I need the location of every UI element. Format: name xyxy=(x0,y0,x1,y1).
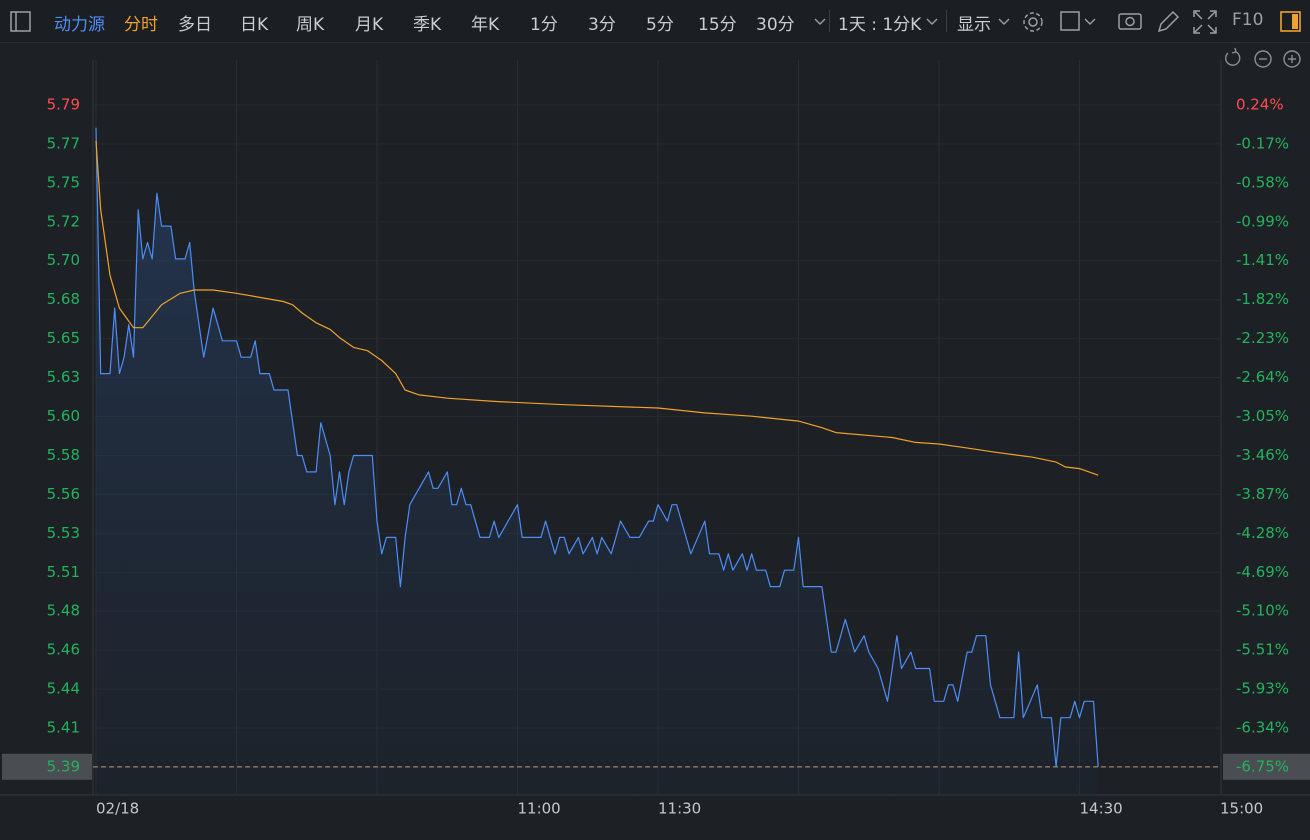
y2-tick-label: -6.75% xyxy=(1236,757,1289,775)
y2-tick-label: -4.69% xyxy=(1236,563,1289,581)
y-tick-label: 5.60 xyxy=(47,407,80,425)
screenshot-icon[interactable] xyxy=(1115,0,1145,42)
y2-tick-label: -0.58% xyxy=(1236,173,1289,191)
stock-name[interactable]: 动力源 xyxy=(54,15,105,35)
y2-tick-label: -5.93% xyxy=(1236,680,1289,698)
zoom-controls[interactable] xyxy=(1225,47,1301,68)
y-tick-label: 5.68 xyxy=(47,290,80,308)
last-pct-box xyxy=(1223,753,1310,780)
y2-tick-label: -5.10% xyxy=(1236,602,1289,620)
zoom-out-icon[interactable] xyxy=(1254,50,1272,68)
x-tick-label: 11:30 xyxy=(658,800,701,818)
price-line xyxy=(95,127,1099,768)
reset-icon[interactable] xyxy=(1225,47,1241,66)
y-tick-label: 5.72 xyxy=(47,212,80,230)
x-tick-label: 11:00 xyxy=(518,800,561,818)
y-tick-label: 5.39 xyxy=(47,757,80,775)
period-tab[interactable]: 年K xyxy=(471,15,500,35)
last-price-box xyxy=(2,753,92,780)
more-periods[interactable] xyxy=(810,0,830,42)
settings-icon[interactable] xyxy=(1018,0,1048,42)
period-tab[interactable]: 日K xyxy=(240,15,269,35)
y2-tick-label: -1.41% xyxy=(1236,251,1289,269)
display-dropdown[interactable] xyxy=(994,0,1014,42)
y2-tick-label: -1.82% xyxy=(1236,290,1289,308)
y2-tick-label: -3.05% xyxy=(1236,407,1289,425)
y-tick-label: 5.41 xyxy=(47,718,80,736)
y-tick-label: 5.70 xyxy=(47,251,80,269)
y2-tick-label: -3.46% xyxy=(1236,446,1289,464)
period-tab[interactable]: 多日 xyxy=(178,15,212,35)
y2-tick-label: -2.64% xyxy=(1236,368,1289,386)
period-tab[interactable]: 15分 xyxy=(698,15,737,35)
average-line xyxy=(95,140,1099,476)
y-tick-label: 5.48 xyxy=(47,602,80,620)
y-tick-label: 5.51 xyxy=(47,563,80,581)
y-tick-label: 5.46 xyxy=(47,641,80,659)
period-tab[interactable]: 分时 xyxy=(124,15,158,35)
period-tab[interactable]: 月K xyxy=(355,15,384,35)
zoom-in-icon[interactable] xyxy=(1283,50,1301,68)
period-tab[interactable]: 1分 xyxy=(530,15,558,35)
chart-style-icon[interactable] xyxy=(1056,0,1106,42)
x-tick-label: 15:00 xyxy=(1220,800,1263,818)
display-menu[interactable]: 显示 xyxy=(957,15,991,35)
y-tick-label: 5.44 xyxy=(47,680,80,698)
draw-icon[interactable] xyxy=(1153,0,1183,42)
y2-tick-label: -5.51% xyxy=(1236,641,1289,659)
period-tab[interactable]: 5分 xyxy=(646,15,674,35)
period-tab[interactable]: 30分 xyxy=(756,15,795,35)
y2-tick-label: -3.87% xyxy=(1236,485,1289,503)
y2-tick-label: 0.24% xyxy=(1236,95,1284,113)
period-tab[interactable]: 3分 xyxy=(588,15,616,35)
y2-tick-label: -2.23% xyxy=(1236,329,1289,347)
f10-button[interactable]: F10 xyxy=(1232,10,1264,30)
separator xyxy=(829,10,830,32)
y2-tick-label: -0.17% xyxy=(1236,134,1289,152)
x-tick-label: 14:30 xyxy=(1080,800,1123,818)
y2-tick-label: -0.99% xyxy=(1236,212,1289,230)
period-tab[interactable]: 季K xyxy=(413,15,442,35)
x-tick-label: 02/18 xyxy=(96,800,139,818)
period-tab[interactable]: 周K xyxy=(296,15,325,35)
y2-tick-label: -4.28% xyxy=(1236,524,1289,542)
y-tick-label: 5.65 xyxy=(47,329,80,347)
period-dropdown[interactable] xyxy=(922,0,942,42)
toolbar: 动力源 分时 多日 日K 周K 月K 季K 年K 1分 3分 5分 15分 30分 1天 : 1分K … xyxy=(0,0,1310,43)
y-tick-label: 5.56 xyxy=(47,485,80,503)
fullscreen-icon[interactable] xyxy=(1190,0,1220,42)
y-tick-label: 5.53 xyxy=(47,524,80,542)
y-tick-label: 5.79 xyxy=(47,96,80,114)
y-tick-label: 5.77 xyxy=(47,134,80,152)
y2-tick-label: -6.34% xyxy=(1236,719,1289,737)
separator xyxy=(946,10,947,32)
y-tick-label: 5.75 xyxy=(47,173,80,191)
y-tick-label: 5.63 xyxy=(47,368,80,386)
period-selector[interactable]: 1天 : 1分K xyxy=(838,15,922,35)
panel-toggle[interactable] xyxy=(1278,0,1308,42)
y-tick-label: 5.58 xyxy=(47,446,80,464)
sidebar-toggle[interactable] xyxy=(0,0,42,42)
